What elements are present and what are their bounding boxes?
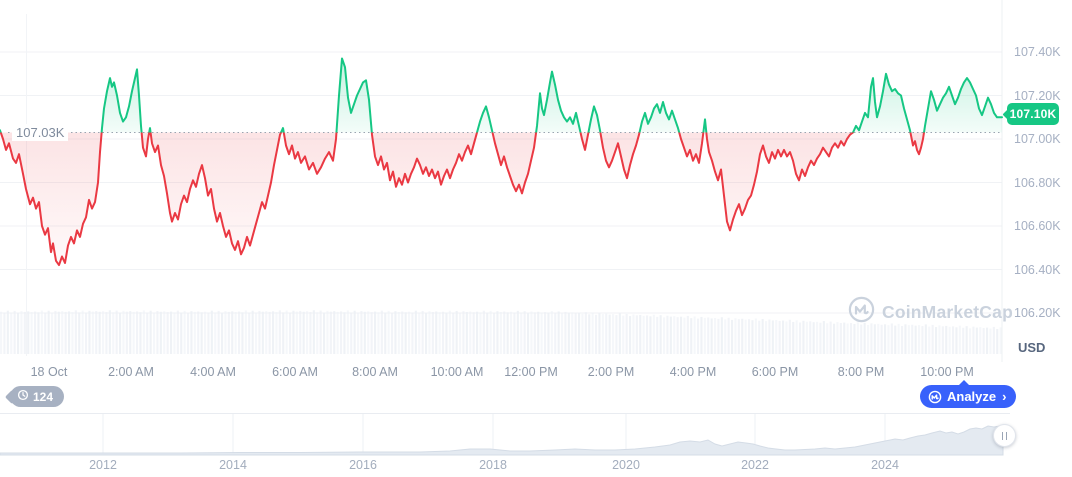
- x-axis-label: 2:00 PM: [587, 365, 635, 379]
- price-chart[interactable]: [0, 0, 1003, 362]
- baseline-price-label: 107.03K: [12, 124, 69, 141]
- currency-label: USD: [1018, 340, 1046, 355]
- x-axis-label: 10:00 PM: [920, 365, 974, 379]
- x-axis-label: 18 Oct: [30, 365, 68, 379]
- watermark-text: CoinMarketCap: [882, 301, 1013, 322]
- x-axis: 18 Oct 2:00 AM 4:00 AM 6:00 AM 8:00 AM 10:00 …: [0, 365, 1003, 381]
- timeline-years-axis: 2012 2014 2016 2018 2020 2022 2024: [0, 458, 1010, 474]
- analyze-button[interactable]: Analyze ›: [920, 380, 1017, 408]
- timeline-year-label: 2022: [741, 458, 769, 472]
- timeline-scrubber[interactable]: [0, 413, 1010, 457]
- x-axis-label: 2:00 AM: [108, 365, 154, 379]
- x-axis-label: 12:00 PM: [504, 365, 558, 379]
- timeline-year-label: 2024: [871, 458, 899, 472]
- x-axis-label: 8:00 AM: [352, 365, 398, 379]
- y-axis-label: 106.80K: [1014, 175, 1061, 190]
- timeline-year-label: 2018: [479, 458, 507, 472]
- x-axis-label: 4:00 PM: [669, 365, 717, 379]
- y-axis-label: 106.60K: [1014, 219, 1061, 233]
- timeline-year-label: 2020: [612, 458, 640, 472]
- current-price-badge: 107.10K: [1007, 103, 1059, 125]
- timeline-top-border: [0, 413, 1010, 414]
- watching-count-badge[interactable]: 124: [10, 386, 65, 407]
- chevron-right-icon: ›: [1002, 389, 1007, 404]
- timeline-year-label: 2012: [89, 458, 117, 472]
- gain-area: [0, 58, 1002, 133]
- price-line-down: [0, 132, 926, 267]
- x-axis-label: 6:00 AM: [272, 365, 318, 379]
- volume-bars: [0, 310, 1002, 354]
- timeline-history-area: [0, 425, 1004, 456]
- x-axis-label: 10:00 AM: [430, 365, 484, 379]
- cmc-analyze-icon: [928, 390, 942, 404]
- analyze-label: Analyze: [947, 389, 997, 404]
- x-axis-label: 6:00 PM: [751, 365, 799, 379]
- loss-area: [0, 132, 1002, 266]
- watching-count: 124: [33, 389, 54, 404]
- timeline-range-handle[interactable]: [993, 424, 1016, 447]
- watermark: CoinMarketCap: [848, 296, 1013, 328]
- timeline-year-label: 2014: [219, 458, 247, 472]
- clock-history-icon: [17, 389, 29, 404]
- timeline-year-label: 2016: [349, 458, 377, 472]
- x-axis-label: 8:00 PM: [837, 365, 885, 379]
- y-axis-label: 107.00K: [1014, 132, 1061, 146]
- y-axis-label: 106.40K: [1014, 262, 1061, 277]
- y-axis-label: 106.20K: [1014, 306, 1061, 320]
- y-axis-label: 107.40K: [1014, 45, 1061, 59]
- coinmarketcap-logo-icon: [848, 296, 875, 328]
- x-axis-label: 4:00 AM: [190, 365, 236, 379]
- y-axis-label: 107.20K: [1014, 88, 1061, 103]
- y-axis: USD 107.40K 107.20K 107.00K 106.80K 106.60K 1…: [1010, 0, 1072, 362]
